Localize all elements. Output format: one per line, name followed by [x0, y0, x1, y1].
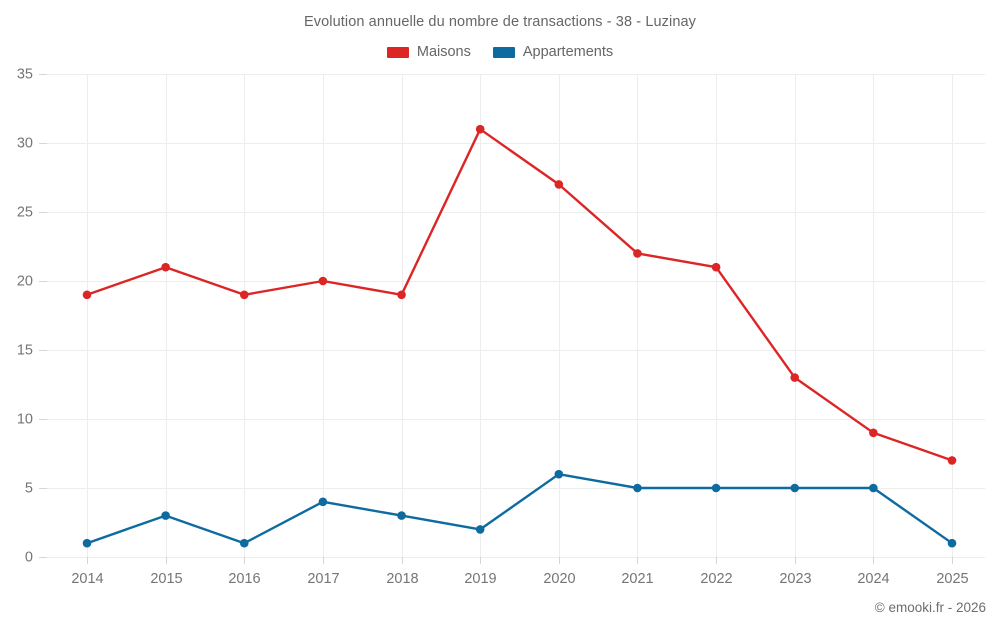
x-axis-tick-label: 2019: [464, 571, 496, 587]
y-axis-tick-label: 15: [17, 342, 33, 358]
legend-item-maisons[interactable]: Maisons: [386, 44, 471, 60]
x-axis-tick-label: 2017: [307, 571, 339, 587]
data-point-marker[interactable]: [161, 262, 170, 272]
x-axis-tick-label: 2021: [621, 571, 653, 587]
data-point-marker[interactable]: [554, 180, 564, 189]
x-axis-tick-labels: 2014 2015 2016 2017 2018 2019 2020 2021 2022 2023…: [71, 571, 968, 587]
legend-swatch-icon-appartements: [492, 46, 515, 58]
y-axis-tick-label: 0: [25, 549, 33, 565]
data-point-marker[interactable]: [869, 428, 878, 438]
legend-label-maisons: Maisons: [416, 44, 471, 60]
data-point-marker[interactable]: [475, 124, 485, 134]
data-point-marker[interactable]: [397, 511, 406, 520]
data-point-marker[interactable]: [318, 497, 328, 507]
x-axis-tick-label: 2023: [779, 571, 811, 587]
data-point-marker[interactable]: [318, 276, 328, 286]
legend-label-appartements: Appartements: [522, 44, 614, 60]
data-point-marker[interactable]: [554, 469, 564, 479]
legend-item-appartements[interactable]: Appartements: [492, 44, 614, 60]
data-point-marker[interactable]: [711, 483, 721, 493]
x-axis-tick-label: 2022: [700, 571, 732, 587]
chart-series-layer: [82, 124, 957, 548]
footer-credit: © emooki.fr - 2026: [874, 600, 986, 615]
y-axis-tick-label: 10: [17, 411, 33, 427]
x-axis-tick-label: 2016: [228, 571, 260, 587]
x-axis-tick-label: 2018: [386, 571, 418, 587]
data-point-marker[interactable]: [711, 262, 721, 272]
data-point-marker[interactable]: [475, 525, 485, 534]
y-axis-tick-label: 30: [17, 135, 33, 151]
series-line-maisons: [85, 127, 954, 462]
y-axis-tick-labels: 0 5 10 15 20 25 30 35: [17, 66, 33, 565]
series-line-appartements: [85, 473, 954, 545]
x-axis-tick-label: 2025: [936, 571, 968, 587]
data-point-marker[interactable]: [790, 483, 800, 493]
x-axis-tick-label: 2014: [71, 571, 103, 587]
data-point-marker[interactable]: [82, 538, 92, 548]
data-point-marker[interactable]: [633, 483, 642, 493]
y-axis-tick-label: 20: [17, 273, 33, 289]
legend-swatch-icon-maisons: [386, 46, 409, 58]
chart-legend: Maisons Appartements: [0, 44, 1000, 60]
data-point-marker[interactable]: [947, 456, 957, 465]
x-axis-tick-label: 2015: [150, 571, 182, 587]
data-point-marker[interactable]: [239, 538, 249, 548]
y-axis-tick-label: 25: [17, 204, 33, 220]
chart-title: Evolution annuelle du nombre de transact…: [304, 14, 696, 30]
data-point-marker[interactable]: [633, 249, 642, 258]
chart-gridlines: [39, 74, 985, 564]
y-axis-tick-label: 5: [25, 480, 33, 496]
data-point-marker[interactable]: [161, 511, 170, 520]
x-axis-tick-label: 2024: [857, 571, 889, 587]
data-point-marker[interactable]: [82, 290, 92, 300]
y-axis-tick-label: 35: [17, 66, 33, 82]
data-point-marker[interactable]: [947, 538, 957, 548]
data-point-marker[interactable]: [239, 290, 249, 300]
data-point-marker[interactable]: [397, 290, 406, 300]
data-point-marker[interactable]: [869, 483, 878, 493]
data-point-marker[interactable]: [790, 373, 800, 382]
x-axis-tick-label: 2020: [543, 571, 575, 587]
